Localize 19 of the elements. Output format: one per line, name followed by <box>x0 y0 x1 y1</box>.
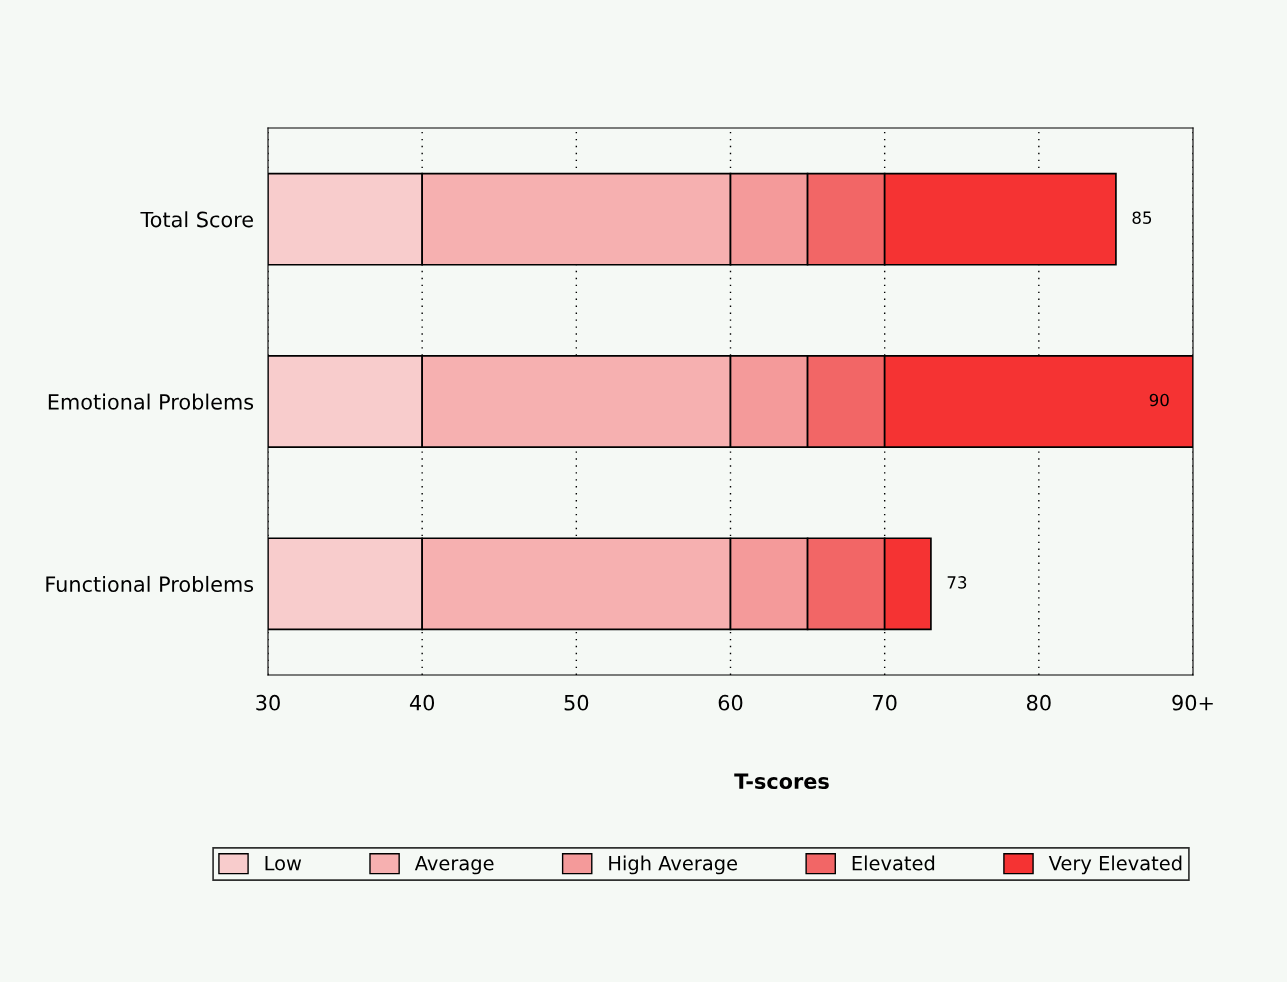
legend-label: Average <box>414 856 494 875</box>
y-tick-label: Emotional Problems <box>48 393 254 410</box>
x-tick-label: 40 <box>409 694 435 711</box>
x-tick-label: 90+ <box>1172 694 1213 711</box>
y-tick-label: Total Score <box>140 211 253 228</box>
y-tick-label: Functional Problems <box>46 575 254 593</box>
annotation: 90 <box>1149 393 1169 407</box>
legend-label: Very Elevated <box>1048 855 1182 875</box>
legend-label: Low <box>265 856 302 871</box>
x-tick-label: 80 <box>1026 694 1051 711</box>
annotation: 73 <box>947 576 967 589</box>
x-tick-label: 70 <box>873 694 897 711</box>
legend-label: Elevated <box>852 855 935 871</box>
annotation: 85 <box>1132 211 1152 224</box>
x-tick-label: 30 <box>256 694 280 711</box>
x-tick-label: 50 <box>564 694 589 711</box>
x-axis-title: T-scores <box>734 773 829 790</box>
legend-label: High Average <box>609 855 738 875</box>
x-tick-label: 60 <box>718 694 743 711</box>
